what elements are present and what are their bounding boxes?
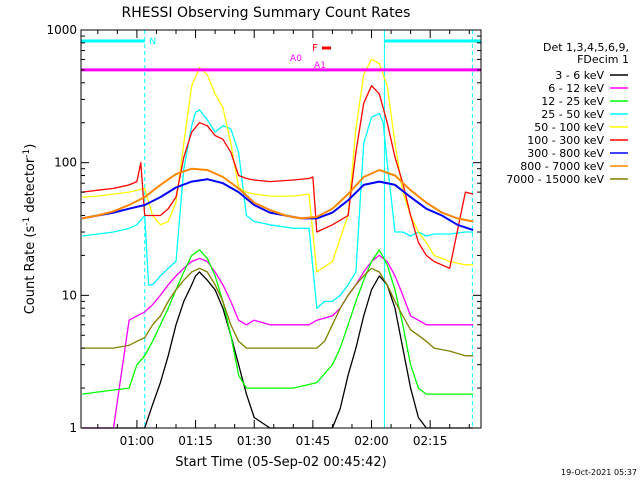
y-axis-label: Count Rate (s-1 detector-1) xyxy=(22,144,38,315)
series-line xyxy=(82,249,474,395)
legend-label: 3 - 6 keV xyxy=(555,69,604,82)
legend-label: 12 - 25 keV xyxy=(541,95,604,108)
x-axis: 01:00 01:15 01:30 01:45 02:00 02:15 xyxy=(97,30,470,448)
legend-header-line2: FDecim 1 xyxy=(577,53,629,66)
y-tick-label: 1 xyxy=(69,421,77,435)
series-line xyxy=(82,167,474,223)
y-tick-label: 100 xyxy=(54,156,77,170)
plot-frame xyxy=(80,29,482,429)
legend-label: 25 - 50 keV xyxy=(541,108,604,121)
legend-header-line1: Det 1,3,4,5,6,9, xyxy=(543,41,629,54)
x-tick-label: 01:00 xyxy=(120,434,155,448)
y-tick-label: 1000 xyxy=(46,23,77,37)
x-axis-label: Start Time (05-Sep-02 00:45:42) xyxy=(175,455,386,470)
series-line xyxy=(82,254,474,429)
night-label: N xyxy=(149,37,156,47)
attenuator-label: A1 xyxy=(314,61,326,71)
legend-label: 800 - 7000 keV xyxy=(520,160,604,173)
chart-title: RHESSI Observing Summary Count Rates xyxy=(122,5,411,21)
x-tick-label: 01:30 xyxy=(237,434,272,448)
legend-label: 100 - 300 keV xyxy=(527,134,604,147)
series-line xyxy=(82,271,474,429)
y-tick-label: 10 xyxy=(62,288,77,302)
plot-area: N A0 A1 F xyxy=(81,30,481,429)
attenuator-label: A0 xyxy=(290,54,302,64)
series-line xyxy=(82,109,474,309)
legend-label: 50 - 100 keV xyxy=(534,121,604,134)
legend-label: 6 - 12 keV xyxy=(548,82,604,95)
flare-label: F xyxy=(312,43,318,54)
series-line xyxy=(82,58,474,273)
series-line xyxy=(82,178,474,232)
x-tick-label: 02:00 xyxy=(354,434,389,448)
x-tick-label: 01:45 xyxy=(296,434,331,448)
series-line xyxy=(82,85,474,269)
x-tick-label: 02:15 xyxy=(413,434,448,448)
x-tick-label: 01:15 xyxy=(178,434,213,448)
legend-label: 7000 - 15000 keV xyxy=(506,173,604,186)
y-axis: 1 10 100 1000 xyxy=(46,23,481,435)
timestamp: 19-Oct-2021 05:37 xyxy=(561,468,637,477)
legend-label: 300 - 800 keV xyxy=(527,147,604,160)
series-line xyxy=(82,267,474,357)
